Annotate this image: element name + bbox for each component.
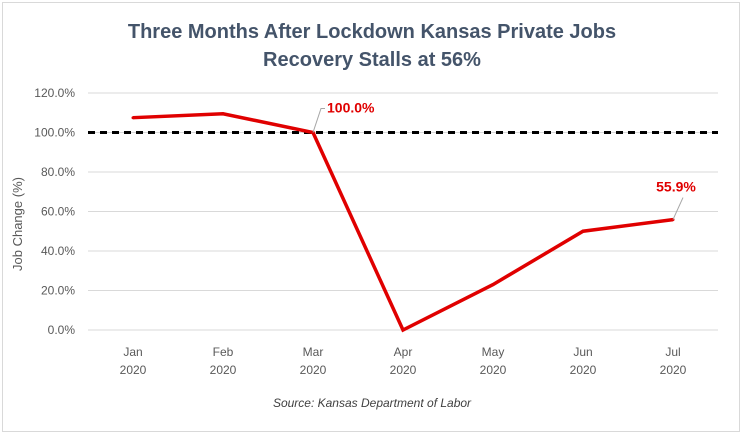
series-line (132, 111, 674, 333)
source-note: Source: Kansas Department of Labor (272, 396, 472, 410)
chart-title-line-1: Three Months After Lockdown Kansas Priva… (127, 21, 617, 43)
x-tick-label-year: 2020 (300, 363, 327, 377)
y-tick-label: 0.0% (48, 323, 76, 337)
x-tick-label-month: Mar (303, 345, 324, 359)
y-tick-label: 20.0% (41, 284, 75, 298)
x-tick-label-month: Jul (665, 345, 680, 359)
y-tick-label: 60.0% (41, 205, 75, 219)
y-tick-label: 80.0% (41, 165, 75, 179)
data-point (581, 229, 585, 233)
annotation-leader (672, 197, 684, 220)
x-tick-label-year: 2020 (660, 363, 687, 377)
y-tick-label: 100.0% (34, 126, 75, 140)
x-tick-label-year: 2020 (570, 363, 597, 377)
chart-title-line-2: Recovery Stalls at 56% (263, 49, 481, 71)
x-tick-label-month: Jan (123, 345, 142, 359)
data-point (401, 328, 405, 332)
x-tick-label-year: 2020 (120, 363, 147, 377)
x-tick-label-year: 2020 (480, 363, 507, 377)
x-tick-label-year: 2020 (210, 363, 237, 377)
y-tick-label: 40.0% (41, 244, 75, 258)
x-tick-label-month: Feb (213, 345, 234, 359)
data-label: 55.9% (656, 179, 696, 195)
data-label: 100.0% (327, 100, 375, 116)
x-tick-label-month: May (482, 345, 505, 359)
x-tick-label-month: Jun (573, 345, 592, 359)
chart-title: Three Months After Lockdown Kansas Priva… (0, 18, 744, 74)
y-tick-label: 120.0% (34, 86, 75, 100)
chart-frame (2, 2, 740, 432)
x-tick-label-year: 2020 (390, 363, 417, 377)
data-point (491, 283, 495, 287)
data-point (221, 112, 225, 116)
x-tick-label-month: Apr (394, 345, 413, 359)
annotation-leader (312, 108, 325, 133)
data-point (131, 116, 135, 120)
